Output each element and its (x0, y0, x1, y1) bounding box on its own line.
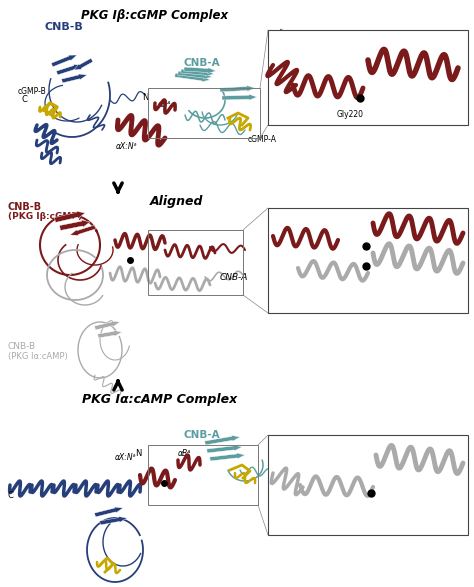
Text: Gly204: Gly204 (375, 475, 402, 484)
Polygon shape (51, 55, 77, 67)
Polygon shape (60, 220, 90, 231)
Text: PKG Iα:cAMP Complex: PKG Iα:cAMP Complex (82, 393, 237, 406)
Polygon shape (70, 225, 96, 235)
Bar (148, 230, 243, 295)
Text: Aligned: Aligned (150, 195, 203, 208)
Text: cAMP-A: cAMP-A (278, 475, 306, 484)
Polygon shape (55, 211, 85, 222)
Polygon shape (62, 74, 87, 83)
Polygon shape (207, 445, 242, 453)
Text: CNB-B: CNB-B (8, 342, 36, 351)
Text: Gly220: Gly220 (370, 265, 397, 275)
Text: αX:Nᶞ: αX:Nᶞ (116, 142, 138, 151)
Bar (148, 445, 258, 505)
Polygon shape (74, 58, 93, 70)
Text: N: N (142, 93, 148, 102)
Text: αBᴬ: αBᴬ (450, 208, 462, 224)
Text: Gly220: Gly220 (337, 110, 364, 119)
Text: αX:Nᶞ: αX:Nᶞ (300, 282, 322, 291)
Polygon shape (178, 71, 212, 79)
Text: Gly204: Gly204 (370, 231, 397, 241)
Text: Glu213: Glu213 (323, 518, 350, 528)
Text: αBᴬ: αBᴬ (445, 35, 456, 49)
Polygon shape (220, 86, 255, 92)
Polygon shape (56, 65, 82, 75)
Polygon shape (94, 321, 120, 330)
Text: C: C (8, 491, 14, 500)
Text: αX:Nᶞ: αX:Nᶞ (273, 221, 295, 231)
Text: αBᴬ: αBᴬ (178, 448, 191, 457)
Text: C: C (22, 96, 28, 104)
Text: αX:Nᶞ: αX:Nᶞ (115, 453, 137, 461)
Polygon shape (205, 436, 240, 445)
Text: N: N (135, 448, 141, 457)
Text: CNB-B: CNB-B (45, 22, 83, 32)
Text: CNB-A: CNB-A (220, 274, 248, 282)
Text: CNB-B: CNB-B (8, 202, 42, 212)
Text: (PKG Iα:cAMP): (PKG Iα:cAMP) (8, 352, 68, 361)
Text: Lys232: Lys232 (273, 26, 287, 52)
Polygon shape (222, 95, 257, 100)
Bar (268, 30, 468, 125)
Polygon shape (184, 67, 216, 73)
Polygon shape (100, 517, 127, 525)
Text: αBᴬ: αBᴬ (450, 436, 462, 450)
Polygon shape (94, 507, 123, 517)
Text: αX:Nᶞ: αX:Nᶞ (273, 458, 295, 467)
Bar (148, 88, 260, 138)
Text: cGMP-B: cGMP-B (18, 87, 47, 96)
Text: αX:Nᶞ: αX:Nᶞ (339, 73, 361, 83)
Polygon shape (175, 73, 210, 82)
Text: CNB-A: CNB-A (184, 430, 220, 440)
Text: Lys216: Lys216 (288, 505, 314, 514)
Polygon shape (181, 69, 214, 76)
Polygon shape (210, 453, 245, 461)
Bar (268, 435, 468, 535)
Text: cGMP-A: cGMP-A (248, 135, 277, 144)
Bar (268, 208, 468, 313)
Text: PKG Iβ:cGMP Complex: PKG Iβ:cGMP Complex (82, 9, 228, 22)
Text: Glu229: Glu229 (303, 33, 329, 45)
Text: αBᴬ: αBᴬ (158, 100, 172, 109)
Text: (PKG Iβ:cGMP): (PKG Iβ:cGMP) (8, 212, 82, 221)
Polygon shape (98, 330, 122, 338)
Text: CNB-A: CNB-A (184, 58, 220, 68)
